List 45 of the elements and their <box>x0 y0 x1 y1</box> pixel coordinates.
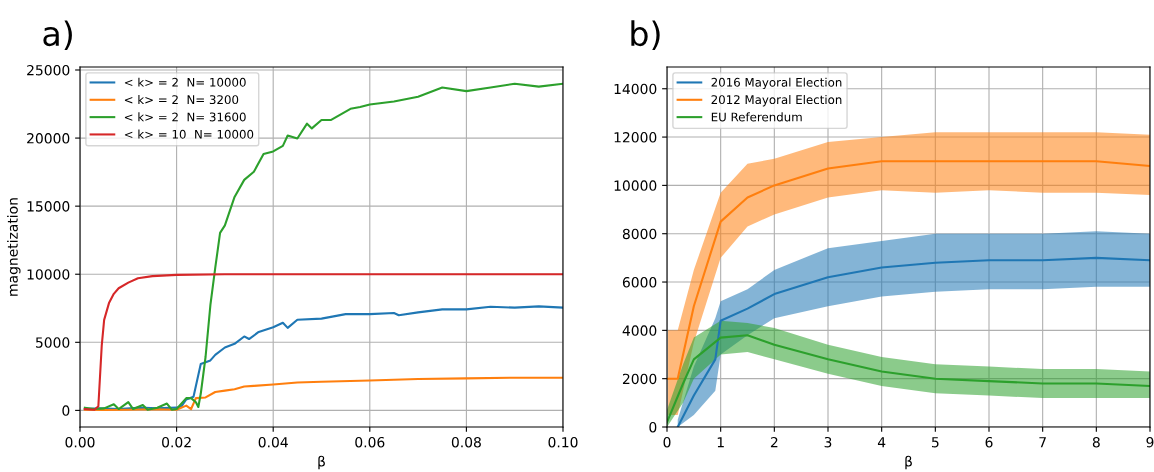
legend-label: 2016 Mayoral Election <box>711 77 842 90</box>
y-tick-label: 0 <box>649 421 657 433</box>
x-tick-label: 0.04 <box>258 436 288 448</box>
legend-label: < k> = 10 N= 10000 <box>124 129 254 139</box>
line-series <box>667 160 1150 380</box>
y-tick-label: 2000 <box>622 373 657 385</box>
x-tick-label: 0.06 <box>355 436 385 448</box>
chart-title: a) <box>43 20 72 51</box>
legend-label: 2012 Mayoral Election <box>711 94 842 107</box>
y-tick-label: 10000 <box>614 180 657 191</box>
y-tick-label: 25000 <box>27 64 70 76</box>
legend-label: < k> = 2 N= 31600 <box>124 112 246 122</box>
x-tick-label: 5 <box>931 437 939 448</box>
y-tick-label: 8000 <box>622 228 657 240</box>
y-tick-label: 4000 <box>622 325 657 336</box>
y-tick-label: 0 <box>62 405 70 416</box>
x-tick-label: 0.10 <box>548 436 578 448</box>
y-tick-label: 12000 <box>614 132 657 143</box>
x-tick-label: 0 <box>663 436 671 448</box>
legend-label: EU Referendum <box>711 112 802 122</box>
line-series <box>83 273 563 411</box>
x-tick-label: 0.02 <box>162 436 191 448</box>
x-tick-label: 0.08 <box>451 436 481 448</box>
x-tick-label: 4 <box>877 437 886 448</box>
y-tick-label: 6000 <box>622 277 657 288</box>
x-tick-label: 3 <box>824 436 832 448</box>
x-tick-label: 6 <box>985 436 993 448</box>
y-tick-label: 20000 <box>27 133 70 144</box>
legend-label: < k> = 2 N= 10000 <box>124 77 246 87</box>
x-tick-label: 1 <box>717 437 724 448</box>
x-tick-label: 9 <box>1146 436 1154 448</box>
y-tick-label: 15000 <box>27 201 70 212</box>
legend-label: < k> = 2 N= 3200 <box>124 94 239 105</box>
x-tick-label: 8 <box>1092 436 1100 448</box>
y-tick-label: 5000 <box>36 337 70 348</box>
x-axis-title: β <box>318 455 325 470</box>
y-tick-label: 10000 <box>27 269 70 280</box>
x-tick-label: 0.00 <box>65 436 95 448</box>
x-tick-label: 2 <box>770 436 778 448</box>
x-axis-title: β <box>905 455 912 470</box>
x-tick-label: 7 <box>1039 437 1046 448</box>
line-series <box>83 376 563 412</box>
y-axis-title: magnetization <box>7 198 21 296</box>
y-tick-label: 14000 <box>614 83 657 95</box>
chart-title: b) <box>631 20 660 51</box>
